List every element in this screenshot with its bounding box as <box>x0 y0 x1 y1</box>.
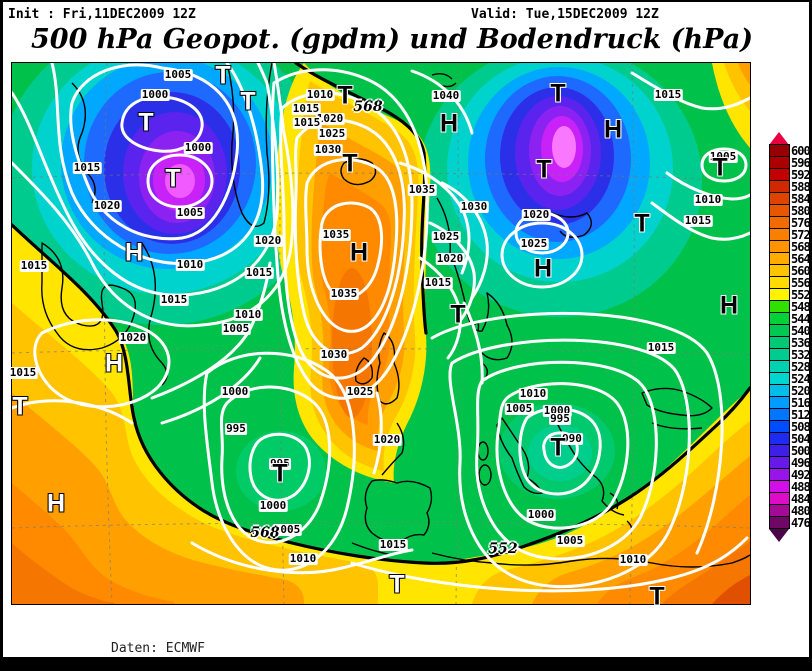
colorbar-row: 492 <box>769 468 810 482</box>
credits-data-source: Daten: ECMWF <box>111 641 205 656</box>
colorbar-box <box>769 516 790 529</box>
colorbar-value: 504 <box>791 432 810 446</box>
map-title: 500 hPa Geopot. (gpdm) und Bodendruck (h… <box>31 24 754 55</box>
colorbar-value: 584 <box>791 192 810 206</box>
colorbar-row: 528 <box>769 360 810 374</box>
map-area <box>11 62 751 605</box>
colorbar-value: 560 <box>791 264 810 278</box>
colorbar-value: 484 <box>791 492 810 506</box>
colorbar-arrow-up-icon <box>769 132 789 145</box>
colorbar-row: 548 <box>769 300 810 314</box>
geopot-low-scandinavia <box>418 63 702 317</box>
colorbar-value: 492 <box>791 468 810 482</box>
colorbar-row: 596 <box>769 156 810 170</box>
colorbar-row: 536 <box>769 336 810 350</box>
colorbar-value: 488 <box>791 480 810 494</box>
colorbar-row: 496 <box>769 456 810 470</box>
colorbar-value: 496 <box>791 456 810 470</box>
colorbar-value: 576 <box>791 216 810 230</box>
colorbar-value: 528 <box>791 360 810 374</box>
colorbar-row: 516 <box>769 396 810 410</box>
colorbar-value: 516 <box>791 396 810 410</box>
colorbar-value: 536 <box>791 336 810 350</box>
colorbar-value: 568 <box>791 240 810 254</box>
colorbar-row: 512 <box>769 408 810 422</box>
init-time-label: Init : Fri,11DEC2009 12Z <box>8 7 196 22</box>
colorbar-value: 508 <box>791 420 810 434</box>
colorbar-value: 480 <box>791 504 810 518</box>
geopot-low-canada <box>12 63 324 325</box>
colorbar-row: 592 <box>769 168 810 182</box>
colorbar-value: 548 <box>791 300 810 314</box>
valid-time-label: Valid: Tue,15DEC2009 12Z <box>471 7 659 22</box>
colorbar-arrow-down-icon <box>769 529 789 542</box>
weather-map-canvas <box>12 63 750 604</box>
colorbar-row: 576 <box>769 216 810 230</box>
colorbar-row: 552 <box>769 288 810 302</box>
colorbar-row: 600 <box>769 144 810 158</box>
colorbar-value: 532 <box>791 348 810 362</box>
colorbar-row: 500 <box>769 444 810 458</box>
colorbar-value: 500 <box>791 444 810 458</box>
colorbar-value: 596 <box>791 156 810 170</box>
colorbar-value: 580 <box>791 204 810 218</box>
colorbar-row: 508 <box>769 420 810 434</box>
credits-block: Daten: ECMWF (C) Wetterzentrale www.wett… <box>111 614 275 657</box>
colorbar-value: 520 <box>791 384 810 398</box>
colorbar-row: 532 <box>769 348 810 362</box>
colorbar-value: 600 <box>791 144 810 158</box>
colorbar-value: 524 <box>791 372 810 386</box>
colorbar-row: 524 <box>769 372 810 386</box>
graticule-lines <box>12 63 750 604</box>
colorbar-row: 580 <box>769 204 810 218</box>
colorbar-row: 484 <box>769 492 810 506</box>
colorbar-row: 480 <box>769 504 810 518</box>
colorbar-value: 544 <box>791 312 810 326</box>
colorbar-value: 572 <box>791 228 810 242</box>
colorbar-value: 556 <box>791 276 810 290</box>
colorbar-row: 588 <box>769 180 810 194</box>
colorbar-row: 584 <box>769 192 810 206</box>
colorbar-row: 476 <box>769 516 810 530</box>
colorbar-value: 540 <box>791 324 810 338</box>
colorbar-value: 588 <box>791 180 810 194</box>
colorbar-row: 568 <box>769 240 810 254</box>
colorbar-value: 476 <box>791 516 810 530</box>
colorbar-value: 592 <box>791 168 810 182</box>
colorbar-row: 544 <box>769 312 810 326</box>
colorbar-row: 488 <box>769 480 810 494</box>
colorbar-value: 512 <box>791 408 810 422</box>
geopotential-colorbar: 600 596 592 588 584 580 576 572 568 564 560 556 552 5… <box>769 132 810 542</box>
isobars <box>12 63 750 593</box>
colorbar-value: 564 <box>791 252 810 266</box>
colorbar-value: 552 <box>791 288 810 302</box>
